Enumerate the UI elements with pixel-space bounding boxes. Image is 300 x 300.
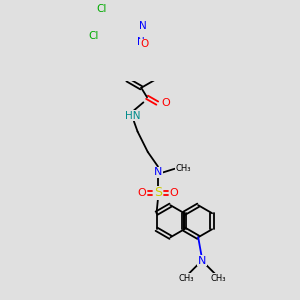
Text: CH₃: CH₃ <box>210 274 226 283</box>
Text: N: N <box>136 37 144 47</box>
Text: S: S <box>154 186 162 199</box>
Text: O: O <box>138 188 146 198</box>
Text: N: N <box>198 256 206 266</box>
Text: Cl: Cl <box>97 4 107 14</box>
Text: Cl: Cl <box>88 31 99 41</box>
Text: O: O <box>170 188 178 198</box>
Text: O: O <box>140 39 148 49</box>
Text: CH₃: CH₃ <box>175 164 190 173</box>
Text: HN: HN <box>125 110 140 121</box>
Text: N: N <box>154 167 162 177</box>
Text: N: N <box>139 21 147 31</box>
Text: CH₃: CH₃ <box>178 274 194 283</box>
Text: O: O <box>162 98 170 108</box>
